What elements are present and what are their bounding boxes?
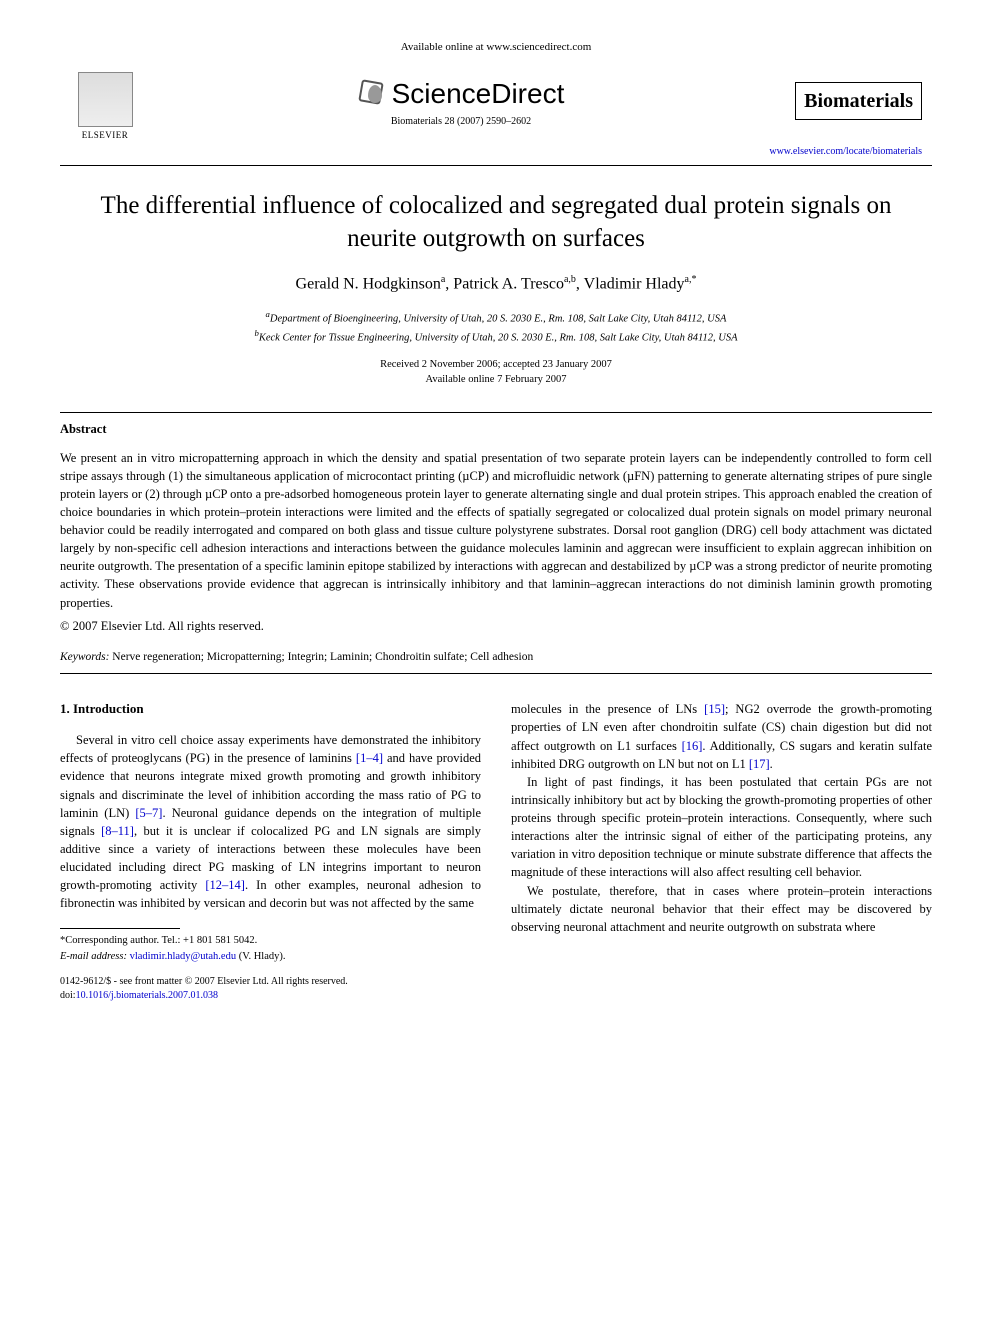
- citation-line: Biomaterials 28 (2007) 2590–2602: [140, 115, 782, 129]
- abstract-body: We present an in vitro micropatterning a…: [60, 449, 932, 612]
- citation-1-4[interactable]: [1–4]: [356, 751, 383, 765]
- elsevier-tree-icon: [78, 72, 133, 127]
- introduction-heading: 1. Introduction: [60, 700, 481, 719]
- keywords-label: Keywords:: [60, 651, 109, 663]
- keywords-line: Keywords: Nerve regeneration; Micropatte…: [60, 649, 932, 665]
- elsevier-logo: ELSEVIER: [70, 61, 140, 141]
- corresponding-email[interactable]: vladimir.hlady@utah.edu: [130, 951, 236, 962]
- email-label: E-mail address:: [60, 951, 127, 962]
- sciencedirect-icon: [358, 79, 386, 107]
- citation-16[interactable]: [16]: [682, 739, 703, 753]
- copyright-line: © 2007 Elsevier Ltd. All rights reserved…: [60, 618, 932, 636]
- two-column-body: 1. Introduction Several in vitro cell ch…: [60, 700, 932, 1003]
- available-online-date: Available online 7 February 2007: [60, 372, 932, 388]
- front-matter-text: 0142-9612/$ - see front matter © 2007 El…: [60, 975, 481, 989]
- citation-5-7[interactable]: [5–7]: [135, 806, 162, 820]
- intro-paragraph-3: We postulate, therefore, that in cases w…: [511, 882, 932, 936]
- sciencedirect-text: ScienceDirect: [392, 74, 565, 113]
- abstract-top-divider: [60, 412, 932, 413]
- corresponding-tel: *Corresponding author. Tel.: +1 801 581 …: [60, 933, 481, 949]
- header-divider: [60, 165, 932, 166]
- author-2: Patrick A. Tresco: [453, 276, 564, 293]
- authors-line: Gerald N. Hodgkinsona, Patrick A. Tresco…: [60, 273, 932, 296]
- elsevier-label: ELSEVIER: [82, 129, 129, 142]
- article-title: The differential influence of colocalize…: [100, 190, 892, 255]
- keywords-list: Nerve regeneration; Micropatterning; Int…: [112, 651, 533, 663]
- left-column: 1. Introduction Several in vitro cell ch…: [60, 700, 481, 1003]
- citation-8-11[interactable]: [8–11]: [101, 824, 134, 838]
- right-column: molecules in the presence of LNs [15]; N…: [511, 700, 932, 1003]
- corresponding-author: *Corresponding author. Tel.: +1 801 581 …: [60, 933, 481, 965]
- intro-paragraph-1-cont: molecules in the presence of LNs [15]; N…: [511, 700, 932, 773]
- journal-url[interactable]: www.elsevier.com/locate/biomaterials: [60, 145, 932, 159]
- citation-15[interactable]: [15]: [704, 702, 725, 716]
- affiliations: aDepartment of Bioengineering, Universit…: [60, 308, 932, 347]
- intro-paragraph-2: In light of past findings, it has been p…: [511, 773, 932, 882]
- citation-12-14[interactable]: [12–14]: [205, 878, 245, 892]
- received-accepted-date: Received 2 November 2006; accepted 23 Ja…: [60, 357, 932, 373]
- journal-name: Biomaterials: [795, 82, 922, 120]
- footer-front-matter: 0142-9612/$ - see front matter © 2007 El…: [60, 975, 481, 1003]
- author-1-affil: a: [441, 274, 445, 285]
- citation-17[interactable]: [17]: [749, 757, 770, 771]
- author-3: Vladimir Hlady: [584, 276, 685, 293]
- abstract-bottom-divider: [60, 673, 932, 674]
- footnote-divider: [60, 928, 180, 929]
- corresponding-name: (V. Hlady).: [239, 951, 286, 962]
- author-1: Gerald N. Hodgkinson: [296, 276, 441, 293]
- header-logo-row: ELSEVIER ScienceDirect Biomaterials 28 (…: [60, 61, 932, 141]
- doi-label: doi:: [60, 990, 76, 1001]
- doi-link[interactable]: 10.1016/j.biomaterials.2007.01.038: [76, 990, 219, 1001]
- affiliation-b: bKeck Center for Tissue Engineering, Uni…: [60, 327, 932, 346]
- affiliation-a: aDepartment of Bioengineering, Universit…: [60, 308, 932, 327]
- author-3-affil: a,*: [685, 274, 697, 285]
- intro-paragraph-1: Several in vitro cell choice assay exper…: [60, 731, 481, 912]
- available-online-text: Available online at www.sciencedirect.co…: [60, 40, 932, 55]
- article-dates: Received 2 November 2006; accepted 23 Ja…: [60, 357, 932, 389]
- abstract-heading: Abstract: [60, 421, 932, 439]
- author-2-affil: a,b: [564, 274, 576, 285]
- sciencedirect-logo: ScienceDirect: [140, 74, 782, 113]
